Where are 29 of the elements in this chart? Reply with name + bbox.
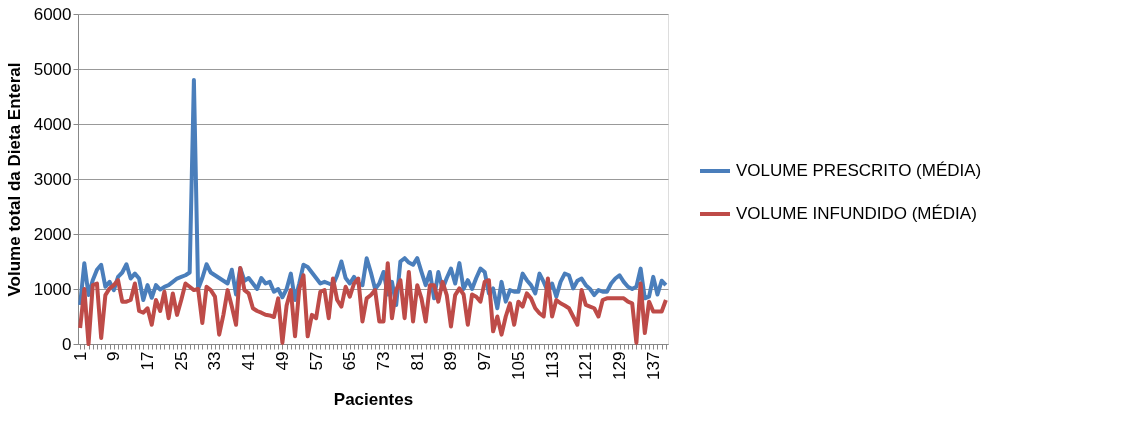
legend-label: VOLUME INFUNDIDO (MÉDIA) [736,204,977,223]
x-tick-label: 65 [340,351,360,371]
x-tick-label: 49 [272,351,292,371]
x-tick-label: 81 [407,351,427,371]
x-tick-label: 1 [70,351,90,361]
y-tick-label: 5000 [33,59,72,79]
x-tick-label: 17 [138,351,158,371]
x-tick-label: 105 [508,351,528,380]
x-tick-label: 33 [205,351,225,371]
y-tick-label: 3000 [33,169,72,189]
x-tick-label: 41 [239,351,259,371]
x-tick-label: 97 [475,351,495,371]
y-tick-label: 6000 [33,4,72,24]
y-tick-label: 4000 [33,114,72,134]
x-tick-label: 129 [610,351,630,380]
y-tick-label: 0 [62,334,72,354]
y-tick-label: 2000 [33,224,72,244]
y-axis-title: Volume total da Dieta Enteral [4,62,24,297]
x-tick-label: 73 [374,351,394,371]
x-tick-label: 113 [542,351,562,379]
x-tick-label: 137 [643,351,663,380]
x-tick-label: 9 [104,351,124,361]
x-tick-label: 121 [576,351,596,380]
x-tick-label: 25 [171,351,191,371]
x-tick-label: 57 [306,351,326,371]
y-tick-label: 1000 [33,279,72,299]
x-tick-label: 89 [441,351,461,371]
legend-label: VOLUME PRESCRITO (MÉDIA) [736,161,982,180]
x-axis-title: Pacientes [333,389,414,409]
